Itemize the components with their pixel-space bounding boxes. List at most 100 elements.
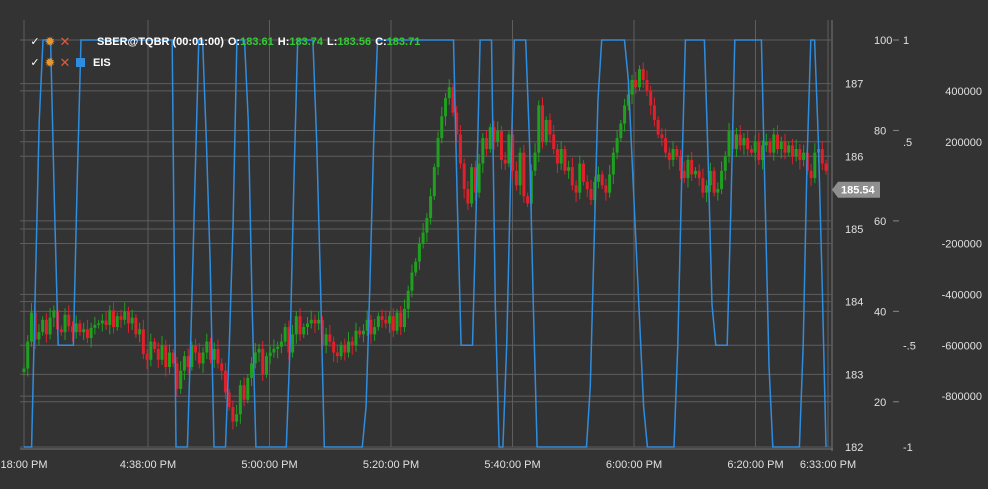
candle [238, 380, 242, 424]
candle-body [100, 320, 104, 324]
candle [145, 348, 149, 370]
candle-body [761, 145, 765, 160]
candle [287, 320, 291, 361]
candle-body [153, 341, 157, 349]
candle-body [820, 149, 824, 164]
candle [585, 175, 589, 197]
candle [496, 121, 500, 147]
gear-icon[interactable]: ✹ [44, 54, 56, 70]
candle [533, 143, 537, 176]
candle [264, 352, 268, 378]
candle [537, 100, 541, 163]
candle-body [533, 152, 537, 171]
candle [578, 155, 582, 200]
candle-body [205, 341, 209, 353]
candle [596, 166, 600, 189]
eis-tick-label: 100 [874, 35, 892, 47]
candle-body [537, 105, 541, 153]
candle-body [361, 330, 365, 335]
candle [153, 337, 157, 353]
candle [772, 127, 776, 161]
candle [690, 151, 694, 181]
candle-body [727, 130, 731, 157]
candle-body [350, 341, 354, 346]
candle-body [499, 130, 503, 160]
x-tick-label: 6:00:00 PM [606, 459, 662, 471]
candle-body [746, 138, 750, 150]
candle-body [667, 152, 671, 160]
candle-body [660, 134, 664, 139]
candle [209, 337, 213, 364]
candle [544, 116, 548, 146]
candle [749, 145, 753, 157]
candle-body [216, 348, 220, 364]
candle-body [194, 345, 198, 353]
candle [716, 182, 720, 201]
candle-body [253, 352, 257, 364]
candle-body [190, 345, 194, 368]
candle [727, 122, 731, 163]
check-icon[interactable]: ✓ [30, 57, 40, 69]
candle [548, 113, 552, 143]
candle [123, 302, 127, 325]
candle-body [320, 319, 324, 346]
eis-b-tick-label: .5 [903, 137, 912, 149]
candle-body [824, 163, 828, 171]
candle-body [115, 316, 119, 328]
volume-tick-label: 400000 [945, 86, 982, 98]
candle-body [432, 167, 436, 197]
candle [615, 130, 619, 160]
candle [488, 123, 492, 153]
candle [212, 342, 216, 368]
candle [682, 161, 686, 184]
candle [432, 163, 436, 200]
candle [216, 339, 220, 369]
candle-body [563, 149, 567, 171]
gear-icon[interactable]: ✹ [44, 33, 56, 49]
candle-body [93, 324, 97, 328]
close-icon[interactable]: ✕ [59, 54, 71, 70]
candle [582, 159, 586, 186]
candle-body [235, 414, 239, 422]
x-tick-label: 18:00 PM [0, 459, 47, 471]
candle [104, 311, 108, 330]
candle [365, 310, 369, 336]
candle [391, 308, 395, 338]
legend-symbol: SBER@TQBR (00:01:00) [97, 35, 224, 48]
candle-body [764, 141, 768, 146]
candle-body [656, 119, 660, 135]
legend-eis-name: EIS [93, 56, 111, 69]
candle [414, 258, 418, 277]
candle [675, 145, 679, 160]
candle-body [391, 316, 395, 331]
candle-body [291, 334, 295, 353]
candle [48, 308, 52, 340]
candle [388, 311, 392, 333]
candle [328, 324, 332, 347]
candle-body [242, 385, 246, 400]
chart-legend: ✓ ✹ ✕ SBER@TQBR (00:01:00) O: 183.61 H: … [28, 31, 424, 73]
candle-body [22, 368, 26, 373]
candle-body [682, 170, 686, 179]
candle [108, 305, 112, 335]
eis-b-tick-label: -1 [903, 442, 913, 454]
candle [112, 302, 116, 334]
candle [59, 325, 63, 336]
candle-body [376, 316, 380, 328]
volume-tick-label: -400000 [942, 289, 982, 301]
candle-body [283, 327, 287, 342]
candle [470, 163, 474, 208]
price-tick-label: 182 [845, 442, 863, 454]
close-icon[interactable]: ✕ [59, 33, 71, 49]
candle [481, 133, 485, 174]
candle [693, 167, 697, 179]
candle [645, 70, 649, 96]
candle-body [63, 314, 67, 333]
candle-body [802, 152, 806, 160]
candle-body [328, 334, 332, 342]
candle-body [637, 69, 641, 88]
candle-body [365, 319, 369, 331]
check-icon[interactable]: ✓ [30, 36, 40, 48]
candle [298, 308, 302, 341]
